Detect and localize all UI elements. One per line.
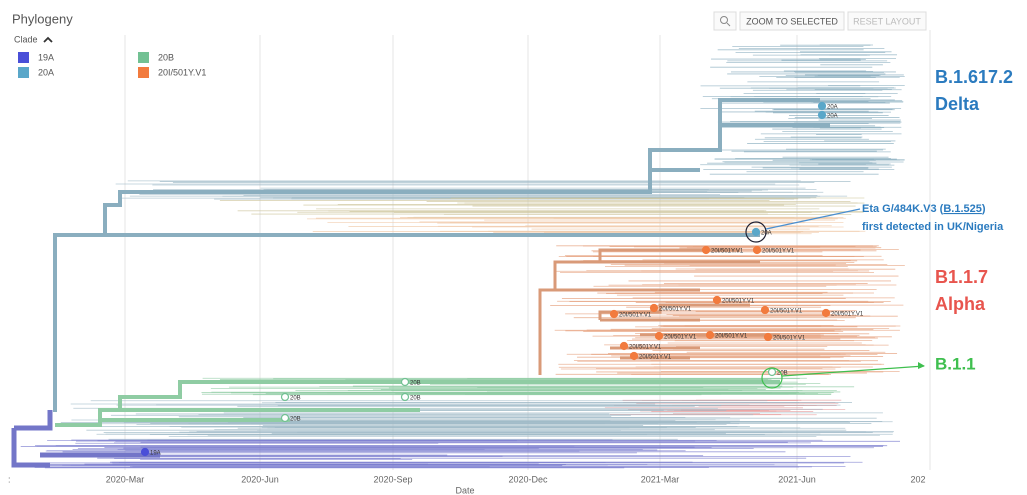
b11-arrowhead (918, 362, 925, 369)
trunk (53, 98, 830, 412)
x-tick-label: 202 (910, 474, 925, 484)
x-tick-label: 2020-Jun (241, 474, 279, 484)
legend-label[interactable]: 19A (38, 52, 54, 62)
b11-arrow (781, 365, 925, 377)
tip-label: 20I/501Y.V1 (619, 313, 652, 319)
x-axis-label: Date (455, 485, 474, 495)
tip-label: 20I/501Y.V1 (715, 334, 748, 340)
alpha-name: Alpha (935, 294, 986, 314)
x-tick-label: 2020-Dec (508, 474, 548, 484)
tip-marker[interactable] (619, 341, 629, 351)
tip-label: 20B (410, 381, 421, 387)
x-tick-label: 2021-Mar (641, 474, 680, 484)
alpha-lineage: B1.1.7 (935, 267, 988, 287)
eta-highlight (745, 221, 767, 243)
tip-label: 20I/501Y.V1 (639, 355, 672, 361)
tip-marker[interactable] (817, 110, 827, 120)
tip-marker[interactable] (712, 295, 722, 305)
delta-name: Delta (935, 94, 980, 114)
tip-marker[interactable] (767, 367, 777, 377)
zoom-button[interactable] (739, 11, 845, 31)
legend-toggle[interactable] (43, 36, 53, 43)
trunk (11, 410, 160, 468)
panel-title: Phylogeny (12, 11, 73, 26)
tip-label: 20A (827, 114, 838, 120)
tip-label: 20I/501Y.V1 (773, 336, 806, 342)
legend-swatch[interactable] (138, 67, 149, 78)
tip-label: 20B (290, 396, 301, 402)
tip-label: 20I/501Y.V1 (722, 299, 755, 305)
tip-marker[interactable] (280, 413, 290, 423)
tip-marker[interactable] (817, 101, 827, 111)
tip-label: 20I/501Y.V1 (831, 312, 864, 318)
x-tick-label: 2020-Sep (373, 474, 412, 484)
tip-label: 20B (777, 371, 788, 377)
tip-marker[interactable] (701, 245, 711, 255)
tip-marker[interactable] (821, 308, 831, 318)
b11-label: B.1.1 (935, 354, 976, 373)
legend-swatch[interactable] (18, 67, 29, 78)
tip-label: 20I/501Y.V1 (770, 309, 803, 315)
tip-label: 20I/501Y.V1 (629, 345, 662, 351)
eta-label: Eta G/484K.V3 (B.1.525) (862, 203, 986, 215)
tip-label: 20I/501Y.V1 (711, 249, 744, 255)
tip-label: 19A (150, 451, 161, 457)
legend-title[interactable]: Clade (14, 34, 38, 44)
tip-marker[interactable] (140, 447, 150, 457)
legend-label[interactable]: 20B (158, 52, 174, 62)
tip-marker[interactable] (280, 392, 290, 402)
tip-label: 20I/501Y.V1 (664, 335, 697, 341)
legend-swatch[interactable] (18, 52, 29, 63)
x-axis-left-mark: : (8, 474, 11, 484)
tip-marker[interactable] (654, 331, 664, 341)
eta-note: first detected in UK/Nigeria (862, 221, 1004, 233)
reset-button-label: RESET LAYOUT (853, 16, 921, 26)
legend-swatch[interactable] (138, 52, 149, 63)
eta-arrow (765, 208, 861, 230)
b11-highlight (761, 367, 783, 389)
tip-label: 20I/501Y.V1 (659, 307, 692, 313)
search-button[interactable] (713, 11, 737, 31)
x-tick-label: 2021-Jun (778, 474, 816, 484)
search-icon-handle (726, 22, 731, 27)
delta-lineage: B.1.617.2 (935, 67, 1013, 87)
tip-marker[interactable] (705, 330, 715, 340)
tip-marker[interactable] (629, 351, 639, 361)
tip-marker[interactable] (760, 305, 770, 315)
trunk (55, 380, 780, 427)
search-icon (720, 16, 728, 24)
tip-label: 20A (827, 105, 838, 111)
tip-marker[interactable] (400, 377, 410, 387)
tip-marker[interactable] (752, 245, 762, 255)
tip-marker[interactable] (751, 227, 761, 237)
tip-label: 20B (410, 396, 421, 402)
reset-button[interactable] (847, 11, 927, 31)
tip-marker[interactable] (609, 309, 619, 319)
tip-marker[interactable] (400, 392, 410, 402)
zoom-button-label: ZOOM TO SELECTED (746, 16, 838, 26)
tip-marker[interactable] (649, 303, 659, 313)
legend-label[interactable]: 20A (38, 67, 54, 77)
x-tick-label: 2020-Mar (106, 474, 145, 484)
legend-label[interactable]: 20I/501Y.V1 (158, 67, 206, 77)
tip-label: 20B (290, 417, 301, 423)
tip-label: 20I/501Y.V1 (762, 249, 795, 255)
tip-marker[interactable] (763, 332, 773, 342)
